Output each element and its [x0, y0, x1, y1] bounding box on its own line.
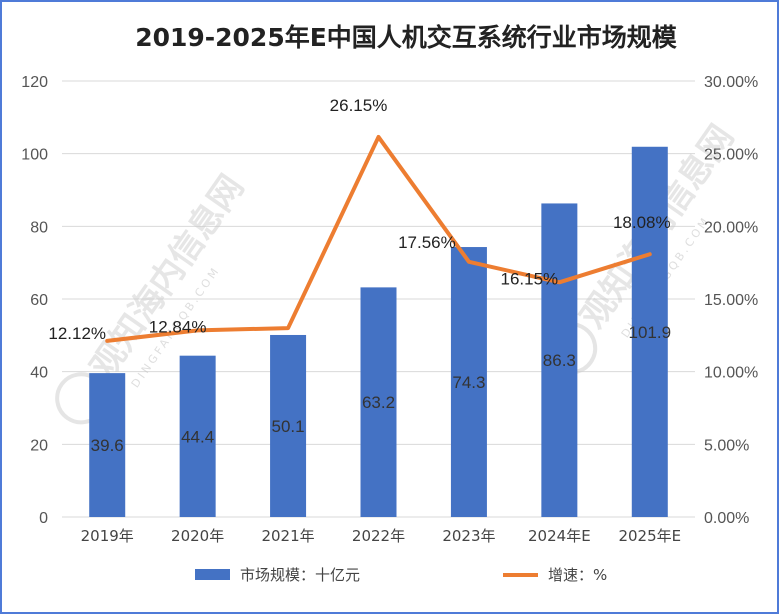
line-data-label: 26.15%	[330, 96, 388, 115]
legend: 市场规模：十亿元 增速：%	[195, 566, 607, 584]
y-left-tick-label: 40	[30, 365, 48, 382]
legend-swatch-bar	[195, 569, 230, 580]
y-right-tick-label: 0.00%	[704, 510, 749, 527]
y-right-tick-label: 15.00%	[704, 292, 758, 309]
y-right-tick-label: 25.00%	[704, 147, 758, 164]
bar	[89, 373, 126, 517]
line-data-label: 12.12%	[48, 324, 106, 343]
bar-data-label: 50.1	[272, 417, 305, 436]
bar-data-label: 63.2	[362, 393, 395, 412]
bar-data-label: 44.4	[181, 427, 214, 446]
line-data-label: 17.56%	[398, 233, 456, 252]
x-tick-label: 2025年E	[618, 527, 681, 545]
x-tick-label: 2023年	[442, 527, 495, 545]
bar-data-label: 74.3	[452, 373, 485, 392]
y-right-tick-label: 20.00%	[704, 219, 758, 236]
x-tick-label: 2019年	[81, 527, 134, 545]
grid-lines	[62, 80, 695, 518]
line-data-label: 16.15%	[501, 269, 559, 288]
watermark-text: 观知海内信息网	[83, 168, 252, 386]
legend-label-bar: 市场规模：十亿元	[240, 566, 360, 584]
x-tick-label: 2020年	[171, 527, 224, 545]
bar	[360, 287, 397, 517]
y-left-tick-label: 0	[39, 510, 48, 527]
line-data-label: 18.08%	[613, 213, 671, 232]
y-left-tick-label: 20	[30, 437, 48, 454]
y-right-tick-label: 30.00%	[704, 74, 758, 91]
y-left-tick-label: 80	[30, 219, 48, 236]
legend-label-line: 增速：%	[548, 566, 607, 584]
y-left-tick-label: 120	[21, 74, 48, 91]
y-right-tick-label: 10.00%	[704, 365, 758, 382]
x-tick-label: 2024年E	[528, 527, 591, 545]
bar	[450, 247, 487, 517]
line-data-label: 12.84%	[149, 317, 207, 336]
growth-line	[105, 134, 652, 343]
x-tick-label: 2022年	[352, 527, 405, 545]
axes: 0 20 40 60 80 100 120 0.00% 5.00% 10.00% 15.00% 20.…	[21, 74, 758, 545]
y-left-tick-label: 60	[30, 292, 48, 309]
bar-data-label: 101.9	[629, 323, 672, 342]
x-tick-label: 2021年	[261, 527, 314, 545]
bar	[270, 334, 307, 517]
bar	[541, 203, 578, 517]
bar	[179, 355, 216, 517]
y-left-tick-label: 100	[21, 147, 48, 164]
bar-series: 39.6 44.4 50.1 63.2 74.3 86.3 101.9	[89, 146, 672, 517]
chart-title: 2019-2025年E中国人机交互系统行业市场规模	[135, 23, 678, 52]
bar	[631, 146, 668, 517]
bar-data-label: 86.3	[543, 351, 576, 370]
line-series: 12.12% 12.84% 26.15% 17.56% 16.15% 18.08%	[48, 96, 671, 343]
bar-data-label: 39.6	[91, 436, 124, 455]
y-right-tick-label: 5.00%	[704, 437, 749, 454]
